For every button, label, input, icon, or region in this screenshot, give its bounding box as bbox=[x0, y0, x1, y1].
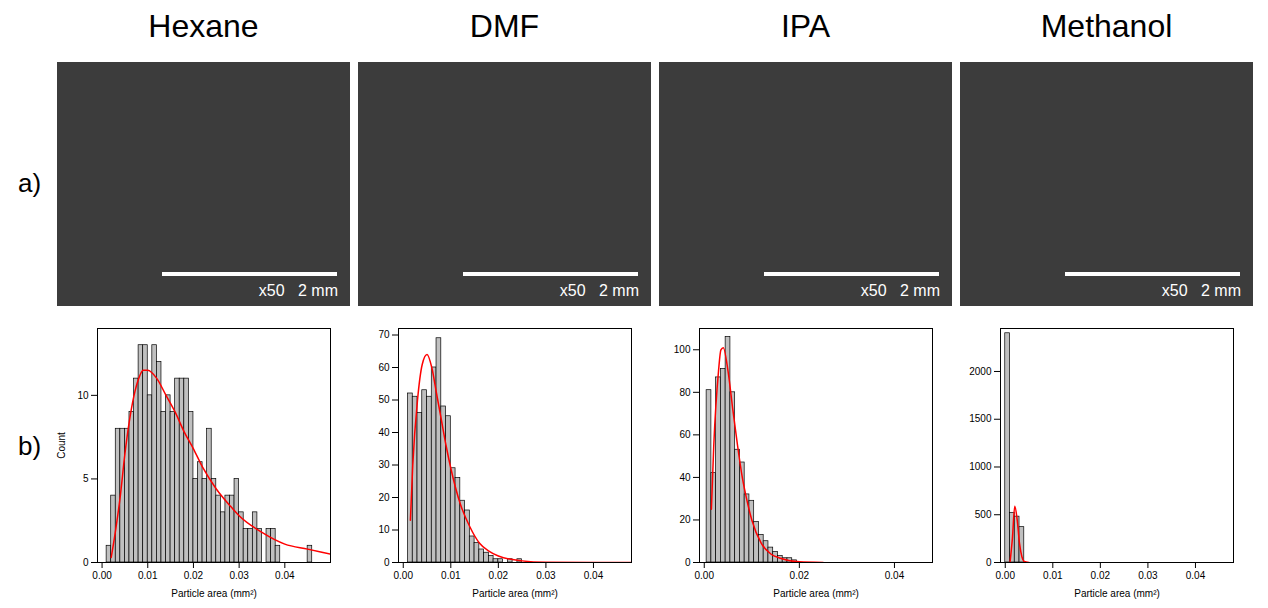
svg-text:0: 0 bbox=[685, 557, 691, 568]
svg-text:1000: 1000 bbox=[969, 461, 992, 472]
svg-text:0.04: 0.04 bbox=[584, 570, 604, 581]
svg-text:30: 30 bbox=[378, 459, 390, 470]
svg-text:Particle area (mm²): Particle area (mm²) bbox=[171, 588, 257, 599]
svg-text:100: 100 bbox=[674, 344, 691, 355]
svg-text:10: 10 bbox=[77, 390, 89, 401]
svg-text:10: 10 bbox=[378, 524, 390, 535]
html-text:x50 2 mm: x50 2 mm bbox=[258, 282, 338, 299]
svg-text:70: 70 bbox=[378, 329, 390, 340]
svg-text:40: 40 bbox=[679, 472, 691, 483]
svg-text:0.01: 0.01 bbox=[138, 570, 158, 581]
svg-text:0: 0 bbox=[986, 557, 992, 568]
html-text:Hexane: Hexane bbox=[148, 8, 259, 44]
svg-text:0.04: 0.04 bbox=[275, 570, 295, 581]
html-text:Methanol: Methanol bbox=[1040, 8, 1173, 44]
svg-text:0.02: 0.02 bbox=[184, 570, 204, 581]
svg-text:Particle area (mm²): Particle area (mm²) bbox=[472, 588, 558, 599]
svg-text:80: 80 bbox=[679, 387, 691, 398]
html-text:x50 2 mm: x50 2 mm bbox=[860, 282, 940, 299]
svg-text:0: 0 bbox=[384, 557, 390, 568]
svg-text:0.04: 0.04 bbox=[1186, 570, 1206, 581]
html-text:IPA: IPA bbox=[780, 8, 831, 44]
svg-text:Particle area (mm²): Particle area (mm²) bbox=[1074, 588, 1160, 599]
svg-text:0: 0 bbox=[83, 557, 89, 568]
svg-text:0.04: 0.04 bbox=[885, 570, 905, 581]
svg-text:20: 20 bbox=[679, 514, 691, 525]
svg-text:0.00: 0.00 bbox=[695, 570, 715, 581]
svg-text:0.03: 0.03 bbox=[229, 570, 249, 581]
html-text:x50 2 mm: x50 2 mm bbox=[1161, 282, 1241, 299]
svg-text:5: 5 bbox=[83, 473, 89, 484]
html-text:b): b) bbox=[18, 431, 42, 461]
svg-text:40: 40 bbox=[378, 427, 390, 438]
svg-text:60: 60 bbox=[679, 429, 691, 440]
svg-text:0.02: 0.02 bbox=[489, 570, 509, 581]
svg-text:0.00: 0.00 bbox=[92, 570, 112, 581]
svg-text:60: 60 bbox=[378, 362, 390, 373]
svg-text:0.00: 0.00 bbox=[996, 570, 1016, 581]
html-text:x50 2 mm: x50 2 mm bbox=[559, 282, 639, 299]
svg-text:0.02: 0.02 bbox=[790, 570, 810, 581]
svg-text:20: 20 bbox=[378, 492, 390, 503]
html-text:a): a) bbox=[18, 168, 42, 198]
svg-text:2000: 2000 bbox=[969, 366, 992, 377]
svg-text:Particle area (mm²): Particle area (mm²) bbox=[773, 588, 859, 599]
svg-text:0.01: 0.01 bbox=[1043, 570, 1063, 581]
svg-text:0.01: 0.01 bbox=[441, 570, 461, 581]
svg-text:50: 50 bbox=[378, 394, 390, 405]
svg-text:Count: Count bbox=[56, 432, 67, 459]
svg-text:500: 500 bbox=[975, 509, 992, 520]
svg-text:0.03: 0.03 bbox=[1138, 570, 1158, 581]
html-text:DMF: DMF bbox=[469, 8, 540, 44]
svg-text:0.00: 0.00 bbox=[394, 570, 414, 581]
svg-text:0.02: 0.02 bbox=[1091, 570, 1111, 581]
svg-text:0.03: 0.03 bbox=[536, 570, 556, 581]
svg-text:1500: 1500 bbox=[969, 413, 992, 424]
